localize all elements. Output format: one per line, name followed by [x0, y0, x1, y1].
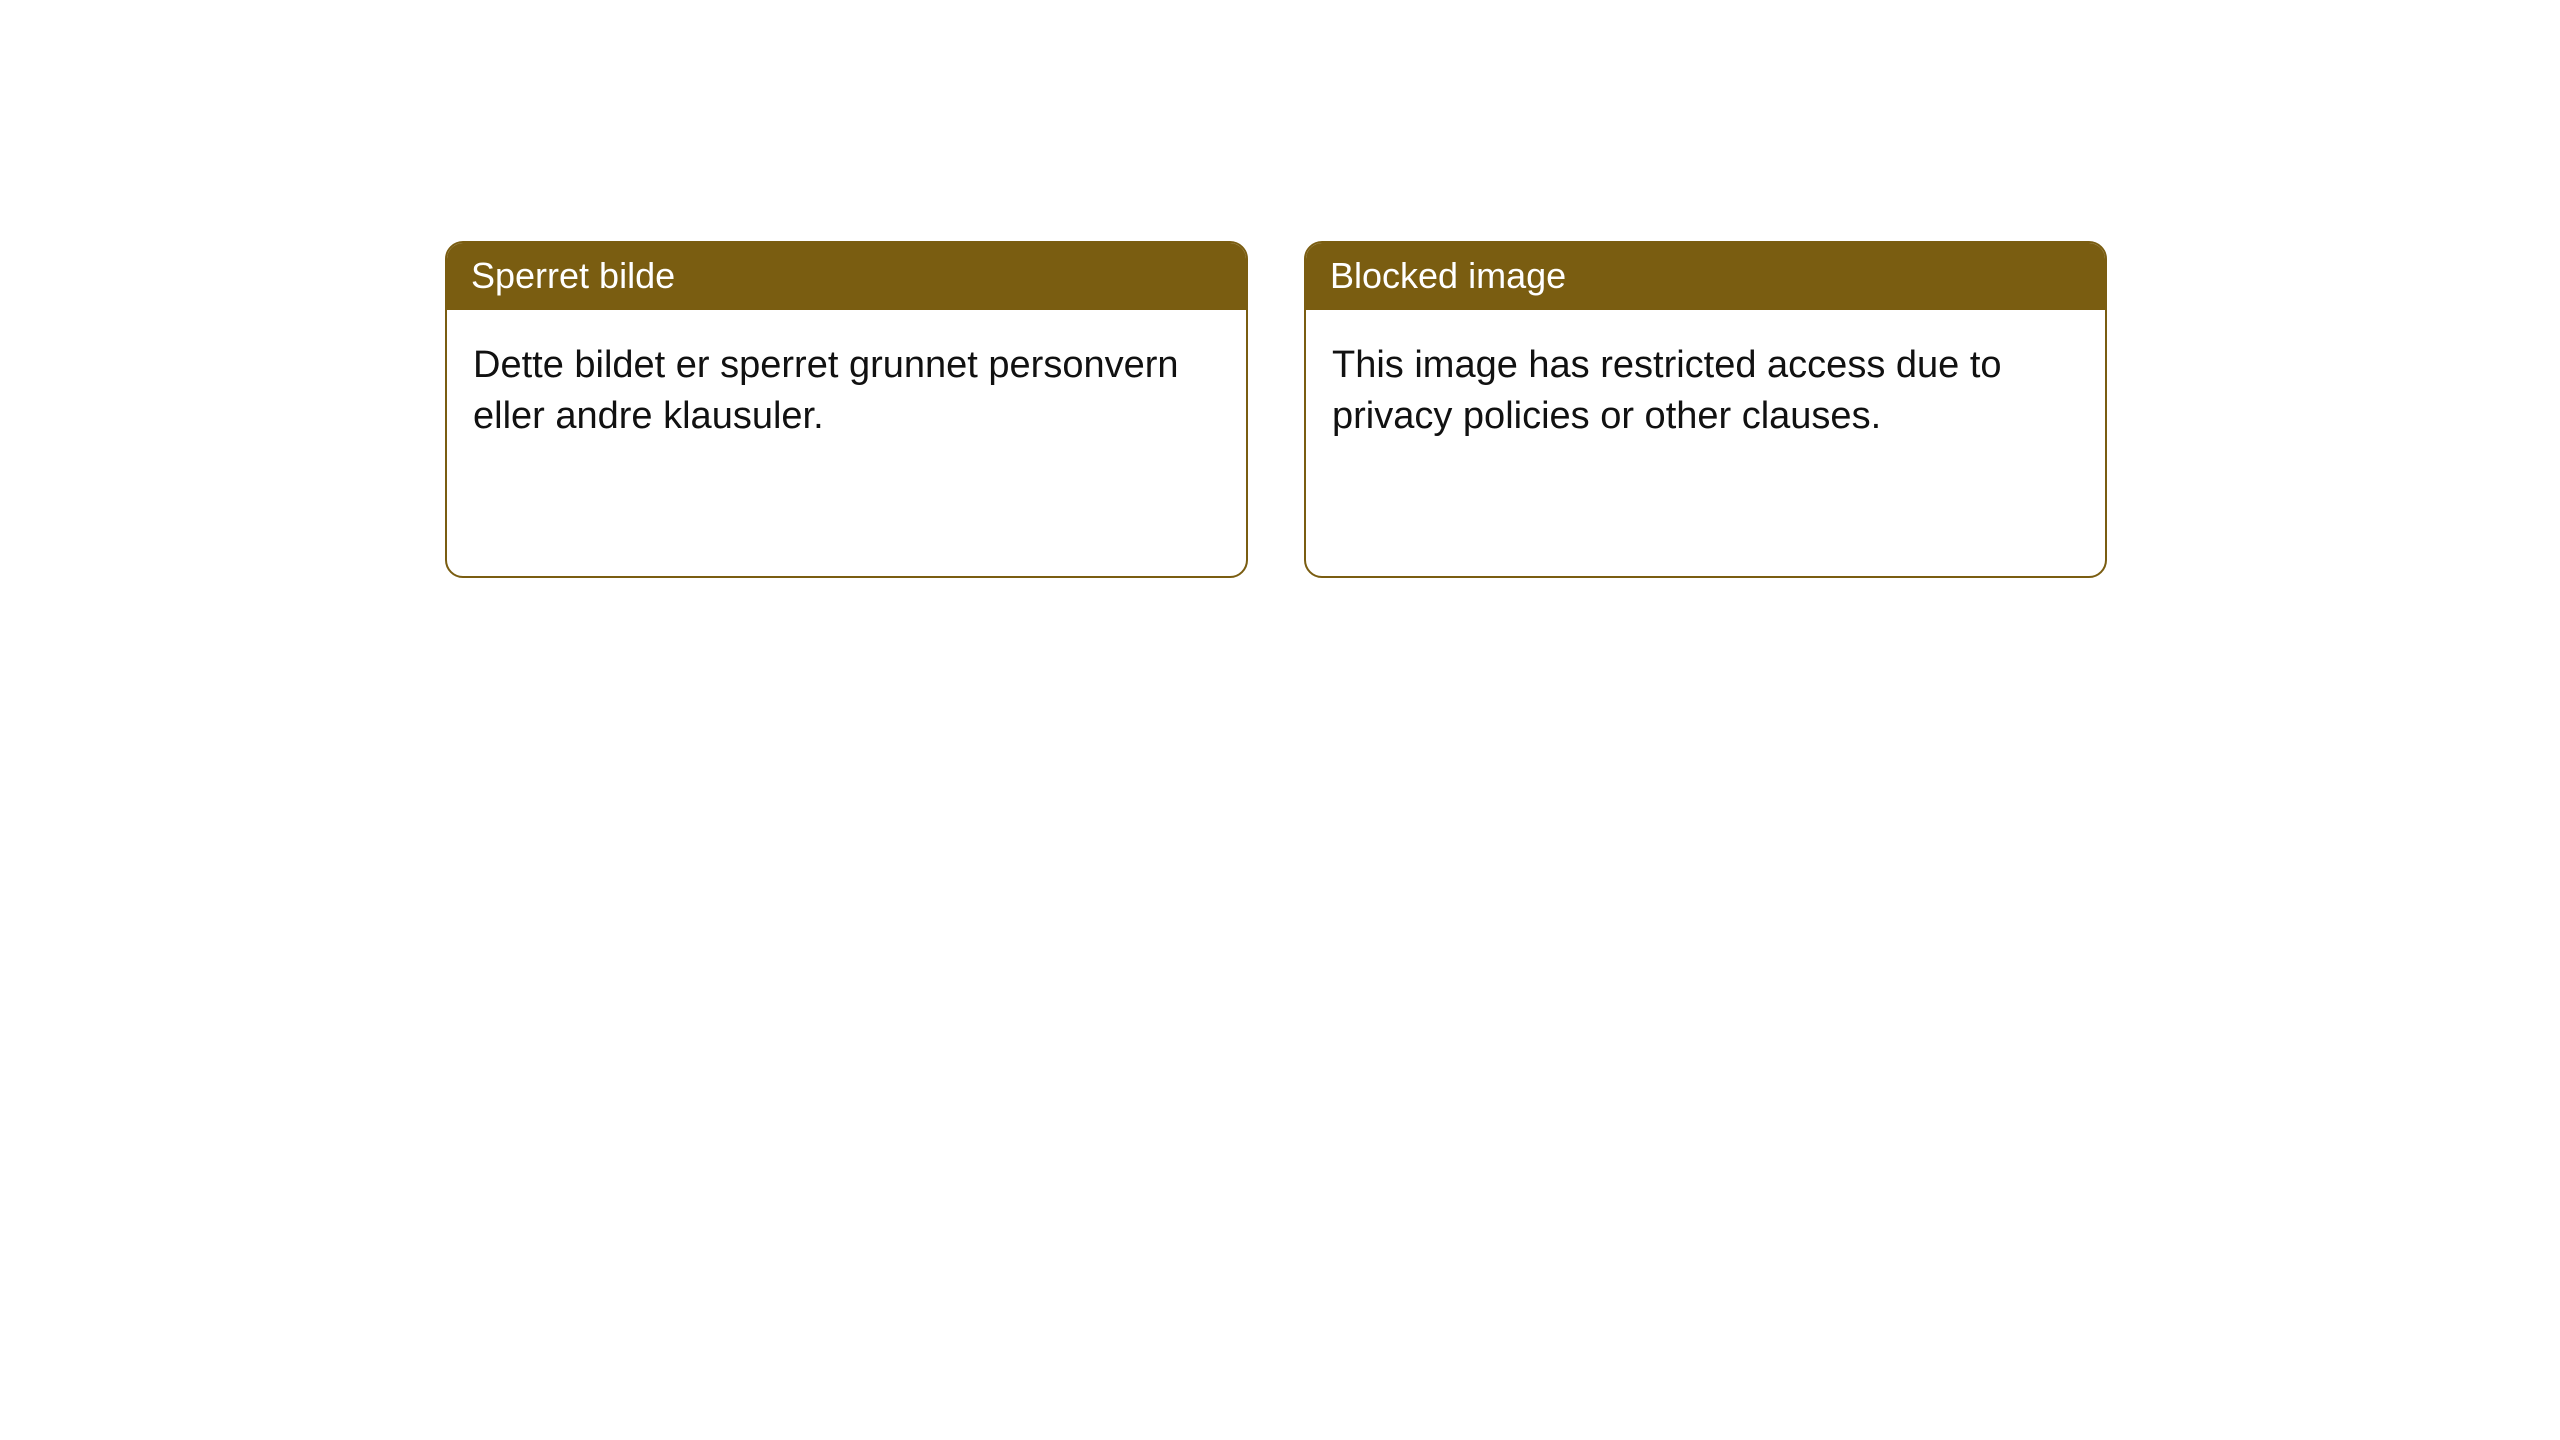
card-body-no: Dette bildet er sperret grunnet personve… — [447, 310, 1246, 473]
cards-container: Sperret bilde Dette bildet er sperret gr… — [445, 241, 2107, 578]
card-header-en: Blocked image — [1306, 243, 2105, 310]
card-body-en: This image has restricted access due to … — [1306, 310, 2105, 473]
card-header-no: Sperret bilde — [447, 243, 1246, 310]
notice-card-no: Sperret bilde Dette bildet er sperret gr… — [445, 241, 1248, 578]
notice-card-en: Blocked image This image has restricted … — [1304, 241, 2107, 578]
